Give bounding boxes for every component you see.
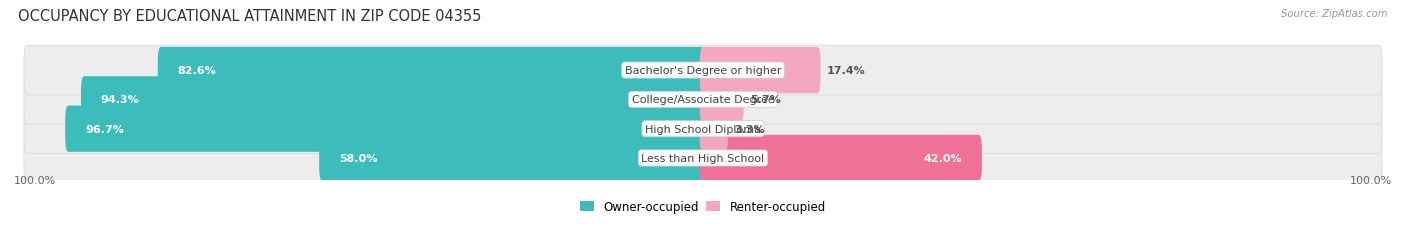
- Text: 58.0%: 58.0%: [339, 153, 377, 163]
- Text: 100.0%: 100.0%: [1350, 175, 1392, 185]
- FancyBboxPatch shape: [700, 77, 744, 123]
- FancyBboxPatch shape: [700, 135, 981, 181]
- FancyBboxPatch shape: [24, 75, 1382, 125]
- Text: 96.7%: 96.7%: [84, 124, 124, 134]
- FancyBboxPatch shape: [24, 46, 1382, 96]
- FancyBboxPatch shape: [319, 135, 706, 181]
- Text: Source: ZipAtlas.com: Source: ZipAtlas.com: [1281, 9, 1388, 19]
- Text: Less than High School: Less than High School: [641, 153, 765, 163]
- Text: 82.6%: 82.6%: [177, 66, 217, 76]
- Text: 17.4%: 17.4%: [827, 66, 866, 76]
- Text: Bachelor's Degree or higher: Bachelor's Degree or higher: [624, 66, 782, 76]
- FancyBboxPatch shape: [157, 48, 706, 94]
- FancyBboxPatch shape: [24, 104, 1382, 154]
- FancyBboxPatch shape: [82, 77, 706, 123]
- Text: College/Associate Degree: College/Associate Degree: [631, 95, 775, 105]
- FancyBboxPatch shape: [700, 48, 821, 94]
- Legend: Owner-occupied, Renter-occupied: Owner-occupied, Renter-occupied: [579, 200, 827, 213]
- Text: 5.7%: 5.7%: [751, 95, 780, 105]
- FancyBboxPatch shape: [24, 134, 1382, 183]
- FancyBboxPatch shape: [65, 106, 706, 152]
- Text: High School Diploma: High School Diploma: [645, 124, 761, 134]
- Text: 42.0%: 42.0%: [924, 153, 962, 163]
- Text: 3.3%: 3.3%: [734, 124, 765, 134]
- Text: OCCUPANCY BY EDUCATIONAL ATTAINMENT IN ZIP CODE 04355: OCCUPANCY BY EDUCATIONAL ATTAINMENT IN Z…: [18, 9, 482, 24]
- Text: 94.3%: 94.3%: [101, 95, 139, 105]
- Text: 100.0%: 100.0%: [14, 175, 56, 185]
- FancyBboxPatch shape: [700, 106, 728, 152]
